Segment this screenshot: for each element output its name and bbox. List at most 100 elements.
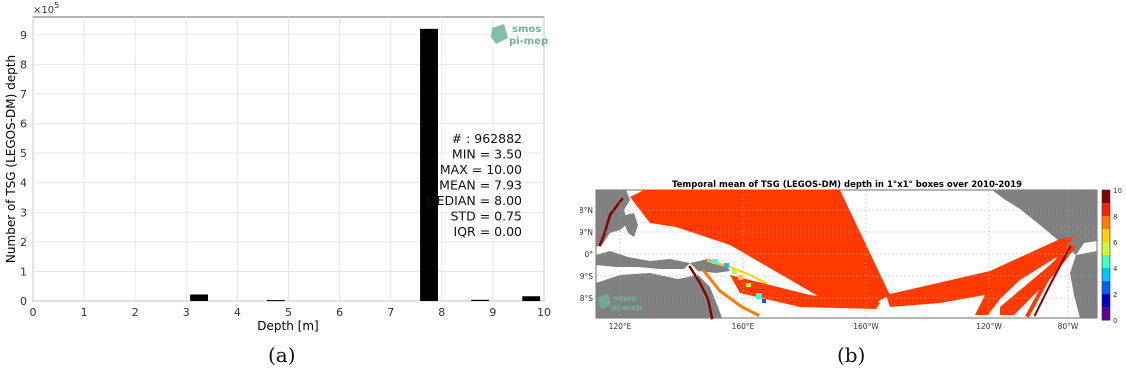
stat-line: MAX = 10.00	[440, 162, 522, 177]
x-axis-label: Depth [m]	[257, 319, 318, 333]
y-tick-label: 2	[20, 236, 27, 249]
land-australia	[596, 273, 722, 318]
cell-green-2	[746, 283, 751, 287]
y-axis-label: Number of TSG (LEGOS-DM) depth	[4, 55, 18, 263]
land-south-america	[1070, 251, 1097, 318]
land-indonesia	[596, 251, 690, 269]
colorbar-segment	[1102, 203, 1110, 217]
colorbar-segment	[1102, 281, 1110, 295]
histogram-chart: 0 1 2 3 4 5 6 7 8 9 10 0 1 2 3 4 5 6 7 8 9 ×105 Depth [m] N…	[4, 1, 552, 333]
cell-cyan-3	[756, 293, 762, 299]
colorbar-tick-label: 4	[1113, 265, 1118, 273]
x-tick-label: 5	[285, 306, 292, 319]
colorbar-segment	[1102, 294, 1110, 308]
stat-line: STD = 0.75	[451, 209, 522, 224]
y-tick-label: 4	[20, 177, 27, 190]
colorbar-tick-label: 10	[1113, 187, 1122, 195]
logo-line2: pi-mep	[509, 36, 548, 47]
y-tick-label: 7	[20, 88, 27, 101]
caption-a: (a)	[268, 343, 296, 367]
track-edge-dark	[598, 197, 624, 247]
colorbar-segment	[1102, 268, 1110, 282]
map-lat-label: 9°S	[580, 272, 593, 281]
map-logo: smos pi-mep	[598, 294, 643, 312]
map-panel: Temporal mean of TSG (LEGOS-DM) depth in…	[574, 175, 1126, 376]
histogram-bar	[471, 299, 490, 301]
map-lon-label: 80°W	[1058, 322, 1079, 331]
cell-cyan-2	[724, 263, 729, 268]
x-tick-label: 0	[30, 306, 37, 319]
logo-icon	[491, 24, 508, 44]
x-tick-label: 8	[438, 306, 445, 319]
cell-green-1	[732, 269, 737, 274]
colorbar-segment	[1102, 255, 1110, 269]
colorbar-segment	[1102, 307, 1110, 321]
map-lat-label: 18°N	[580, 206, 593, 215]
map-logo-line2: pi-mep	[611, 303, 643, 312]
map-x-ticks: 120°E 160°E 160°W 120°W 80°W	[609, 322, 1079, 331]
land-new-guinea	[690, 259, 730, 273]
x-tick-label: 9	[489, 306, 496, 319]
histogram-bar	[266, 300, 285, 302]
land-philippines	[624, 213, 638, 237]
histogram-bar	[522, 296, 541, 301]
colorbar-tick-label: 2	[1113, 291, 1117, 299]
map-logo-line1: smos	[613, 294, 637, 303]
y-tick-label: 8	[20, 58, 27, 71]
stat-line: # : 962882	[452, 131, 522, 146]
bars	[190, 28, 541, 302]
x-tick-label: 10	[537, 306, 551, 319]
map-lat-label: 18°S	[580, 294, 593, 303]
y-multiplier: ×105	[33, 1, 59, 16]
track-australia-dark	[701, 268, 761, 318]
track-melanesia	[706, 259, 768, 285]
smos-logo: smos pi-mep	[491, 24, 548, 47]
stat-line: IQR = 0.00	[454, 224, 523, 239]
colorbar-segment	[1102, 242, 1110, 256]
y-tick-label: 6	[20, 118, 27, 131]
y-tick-label: 0	[20, 295, 27, 308]
colorbar-segment	[1102, 190, 1110, 204]
map-lon-label: 120°E	[609, 322, 632, 331]
map-chart: Temporal mean of TSG (LEGOS-DM) depth in…	[574, 180, 1122, 331]
caption-b: (b)	[837, 343, 866, 367]
y-ticks: 0 1 2 3 4 5 6 7 8 9	[20, 29, 27, 308]
cell-cyan-1	[712, 259, 718, 264]
grid	[32, 17, 545, 302]
track-coral-dark	[688, 265, 714, 320]
histogram-bar	[190, 294, 209, 301]
colorbar-segment	[1102, 229, 1110, 243]
x-tick-label: 1	[81, 306, 88, 319]
x-tick-label: 6	[336, 306, 343, 319]
map-area: smos pi-mep	[595, 189, 1098, 320]
track-peru	[1025, 242, 1069, 318]
logo-line1: smos	[512, 24, 541, 35]
map-title: Temporal mean of TSG (LEGOS-DM) depth in…	[672, 180, 1022, 190]
stat-line: MEAN = 7.93	[439, 178, 522, 193]
y-tick-label: 9	[20, 29, 27, 42]
y-tick-label: 3	[20, 206, 27, 219]
y-tick-label: 1	[20, 265, 27, 278]
stat-line: MEDIAN = 8.00	[426, 193, 522, 208]
x-tick-label: 3	[183, 306, 190, 319]
cell-yellow-1	[738, 275, 743, 280]
x-tick-label: 7	[387, 306, 394, 319]
track-south-east	[730, 275, 880, 309]
colorbar-tick-label: 6	[1113, 239, 1118, 247]
histogram-bar	[420, 28, 438, 301]
cell-blue-1	[762, 299, 766, 303]
track-peru-dark	[1033, 245, 1072, 317]
map-lon-label: 160°E	[732, 322, 755, 331]
y-tick-label: 5	[20, 147, 27, 160]
map-lon-label: 160°W	[853, 322, 879, 331]
stat-line: MIN = 3.50	[452, 147, 522, 162]
x-tick-label: 2	[132, 306, 139, 319]
colorbar-tick-label: 0	[1113, 317, 1117, 325]
map-y-ticks: 18°N 9°N 0° 9°S 18°S	[574, 206, 593, 303]
colorbar-frame	[1101, 189, 1111, 321]
map-lat-label: 0°	[584, 250, 593, 259]
colorbar-tick-label: 8	[1113, 213, 1117, 221]
x-ticks: 0 1 2 3 4 5 6 7 8 9 10	[30, 306, 552, 319]
colorbar-segment	[1102, 216, 1110, 230]
